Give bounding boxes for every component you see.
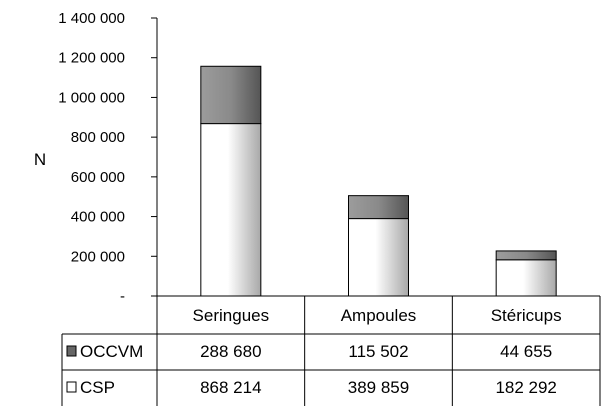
y-tick-label: 1 200 000 [58, 50, 125, 67]
legend-label-csp: CSP [80, 378, 115, 397]
y-tick-label: 1 000 000 [58, 89, 125, 106]
table-cell-value: 288 680 [200, 342, 261, 361]
y-tick-label: 600 000 [71, 169, 125, 186]
table-cell-value: 389 859 [348, 378, 409, 397]
y-tick-label: 800 000 [71, 129, 125, 146]
data-table: OCCVM 288 680 115 502 44 655 CSP 868 214 389 8… [66, 342, 557, 397]
category-labels: Seringues Ampoules Stéricups [193, 306, 562, 325]
table-cell-value: 868 214 [200, 378, 261, 397]
table-cell-value: 44 655 [500, 342, 552, 361]
bar-csp-1 [200, 123, 262, 297]
y-tick-label: 1 400 000 [58, 10, 125, 27]
table-cell-value: 182 292 [495, 378, 556, 397]
bar-csp-3 [495, 259, 557, 297]
bar-csp-2 [348, 218, 409, 297]
category-label: Seringues [193, 306, 270, 325]
bars [200, 65, 557, 297]
category-label: Ampoules [341, 306, 417, 325]
y-tick-label: 200 000 [71, 248, 125, 265]
bar-occvm-2 [348, 195, 409, 220]
y-axis-title: N [34, 150, 46, 169]
table-cell-value: 115 502 [348, 342, 408, 361]
y-axis-ticks: - 200 000 400 000 600 000 800 000 1 000 000 1 … [58, 10, 157, 305]
bar-occvm-1 [200, 65, 262, 125]
category-label: Stéricups [491, 306, 562, 325]
legend-label-occvm: OCCVM [80, 342, 143, 361]
legend-swatch-csp [66, 381, 77, 393]
bar-occvm-3 [495, 250, 557, 261]
y-tick-label: 400 000 [71, 209, 125, 226]
y-tick-label: - [120, 288, 125, 305]
legend-swatch-occvm [66, 345, 77, 357]
